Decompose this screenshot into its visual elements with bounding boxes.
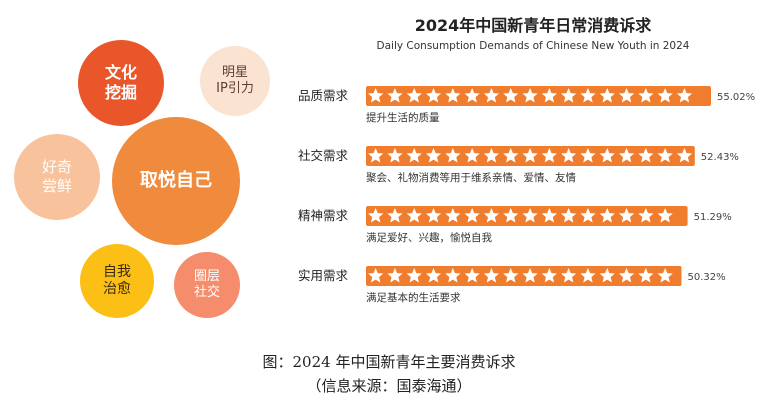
bar-star-icon	[638, 268, 654, 283]
bar-star-icon	[580, 148, 596, 163]
bar-star-icon	[445, 268, 461, 283]
category-label: 实用需求	[298, 268, 349, 283]
bar-star-icon	[368, 88, 384, 103]
bar-star-icon	[483, 148, 500, 163]
bar-star-icon	[618, 268, 635, 283]
bar-star-icon	[599, 88, 615, 103]
bar-star-icon	[522, 148, 538, 163]
bubble-circle-social: 圈层 社交	[174, 252, 240, 318]
bar-star-icon	[657, 88, 673, 103]
bar-star-icon	[387, 208, 403, 223]
bar-star-icon	[483, 88, 500, 103]
bar-star-icon	[445, 148, 461, 163]
bar-star-icon	[503, 208, 519, 223]
bar-star-icon	[541, 208, 557, 223]
category-label: 精神需求	[298, 208, 349, 223]
category-label: 品质需求	[298, 88, 349, 103]
bubble-celebrity-ip: 明星 IP引力	[200, 46, 270, 116]
bar-star-icon	[638, 148, 654, 163]
bar-star-icon	[561, 148, 577, 163]
bar-star-icon	[638, 208, 654, 223]
bar-star-icon	[503, 88, 519, 103]
bubble-self-pleasing: 取悦自己	[112, 117, 240, 245]
bar-star-icon	[522, 208, 538, 223]
bar-star-icon	[425, 148, 442, 163]
caption-source: （信息来源：国泰海通）	[306, 377, 472, 395]
bar-star-icon	[618, 148, 635, 163]
bar-star-icon	[599, 268, 615, 283]
bar-star-icon	[503, 148, 519, 163]
category-description: 满足基本的生活要求	[366, 291, 461, 304]
bar-star-icon	[541, 268, 557, 283]
bar-star-icon	[387, 148, 403, 163]
value-label: 51.29%	[694, 212, 732, 223]
bar-star-icon	[406, 88, 422, 103]
figure-caption: 图：2024 年中国新青年主要消费诉求 （信息来源：国泰海通）	[0, 350, 778, 398]
caption-title: 图：2024 年中国新青年主要消费诉求	[262, 353, 516, 371]
bar-star-icon	[387, 268, 403, 283]
bar-star-icon	[618, 208, 635, 223]
bar-star-icon	[503, 268, 519, 283]
bubble-culture: 文化 挖掘	[78, 40, 164, 126]
bar	[366, 266, 682, 286]
bar-star-icon	[464, 88, 480, 103]
bar-star-icon	[657, 268, 673, 283]
bar-star-icon	[425, 208, 442, 223]
bar-star-icon	[580, 208, 596, 223]
bar-star-icon	[387, 88, 403, 103]
bar-star-icon	[406, 148, 422, 163]
bar-star-icon	[522, 268, 538, 283]
bar-star-icon	[522, 88, 538, 103]
chart-subtitle: Daily Consumption Demands of Chinese New…	[377, 40, 690, 52]
category-description: 提升生活的质量	[366, 111, 440, 124]
category-label: 社交需求	[298, 148, 349, 163]
bar-star-icon	[406, 208, 422, 223]
bar-star-icon	[368, 148, 384, 163]
bubble-self-healing: 自我 治愈	[80, 244, 154, 318]
value-label: 50.32%	[688, 272, 726, 283]
bar-star-icon	[561, 208, 577, 223]
value-label: 52.43%	[701, 152, 739, 163]
bar-star-icon	[599, 148, 615, 163]
bar-star-icon	[541, 88, 557, 103]
bar-star-icon	[483, 268, 500, 283]
bar-star-icon	[425, 268, 442, 283]
category-description: 满足爱好、兴趣，愉悦自我	[366, 231, 492, 244]
bubble-cluster: 文化 挖掘 明星 IP引力 好奇 尝鲜 取悦自己 自我 治愈 圈层 社交	[0, 0, 290, 330]
bar-star-icon	[445, 88, 461, 103]
consumption-demand-chart: 2024年中国新青年日常消费诉求 Daily Consumption Deman…	[298, 16, 755, 304]
bar-star-icon	[676, 148, 693, 163]
chart-title: 2024年中国新青年日常消费诉求	[415, 16, 653, 35]
bar-star-icon	[618, 88, 635, 103]
bar-star-icon	[368, 208, 384, 223]
bar-star-icon	[599, 208, 615, 223]
bar-star-icon	[580, 268, 596, 283]
bar-star-icon	[657, 208, 673, 223]
bar-star-icon	[561, 88, 577, 103]
bar-star-icon	[638, 88, 654, 103]
bar-star-icon	[464, 268, 480, 283]
bar-star-icon	[445, 208, 461, 223]
category-description: 聚会、礼物消费等用于维系亲情、爱情、友情	[366, 171, 576, 184]
bar-star-icon	[406, 268, 422, 283]
bar-star-icon	[425, 88, 442, 103]
bar-star-icon	[657, 148, 673, 163]
bar-star-icon	[561, 268, 577, 283]
bar-star-icon	[464, 148, 480, 163]
bubble-curiosity: 好奇 尝鲜	[14, 134, 100, 220]
bar-star-icon	[676, 88, 693, 103]
value-label: 55.02%	[717, 92, 755, 103]
bar-star-icon	[464, 208, 480, 223]
bar-star-icon	[541, 148, 557, 163]
bar-star-icon	[580, 88, 596, 103]
bar-star-icon	[368, 268, 384, 283]
bar-star-icon	[483, 208, 500, 223]
